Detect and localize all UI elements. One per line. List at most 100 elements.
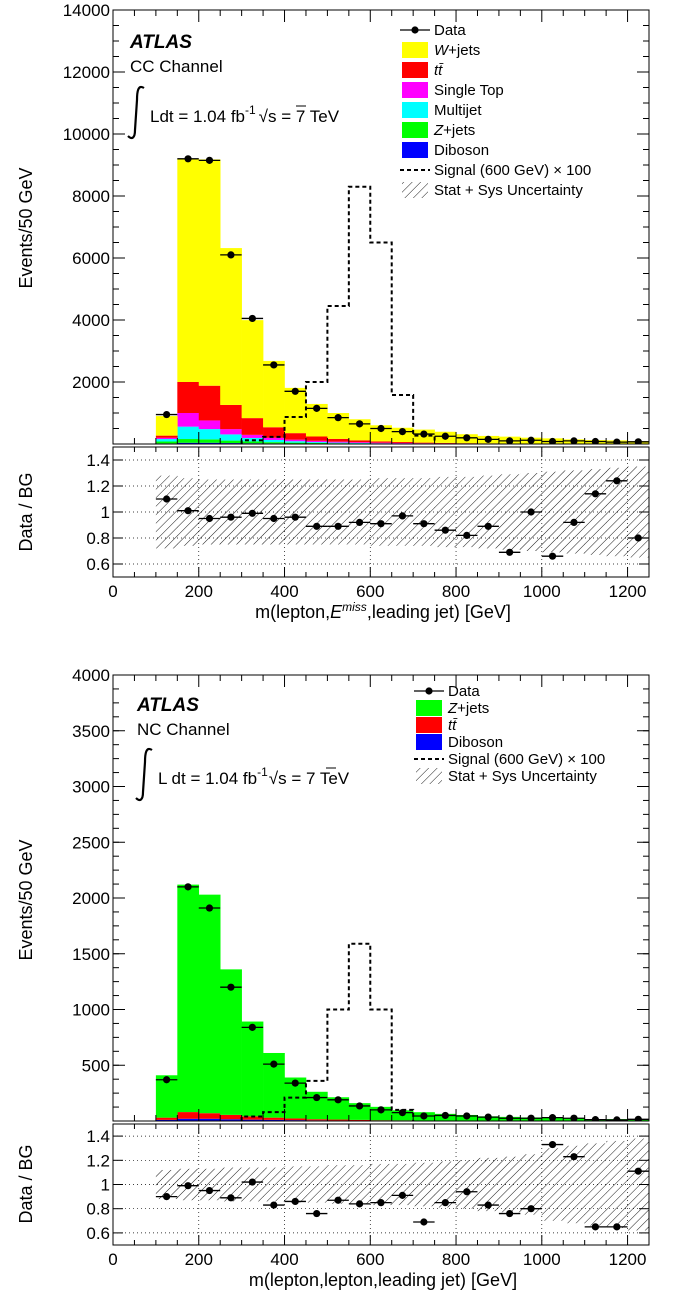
stack-bar bbox=[177, 426, 200, 440]
ratio-point bbox=[355, 518, 364, 527]
data-point bbox=[570, 437, 578, 444]
stack-bar bbox=[220, 404, 242, 430]
data-point bbox=[313, 404, 321, 412]
ratio-point bbox=[398, 512, 407, 520]
legend-label-italic: Z bbox=[447, 700, 458, 717]
data-point bbox=[291, 387, 299, 395]
stack-bar bbox=[198, 429, 221, 440]
stack-bar bbox=[155, 1075, 178, 1118]
ratio-y-tick-label: 0.8 bbox=[86, 529, 110, 548]
ratio-point bbox=[506, 1209, 514, 1218]
data-point bbox=[227, 251, 235, 259]
legend-signal-label: Signal (600 GeV) × 100 bbox=[448, 751, 605, 768]
stack-bar bbox=[305, 1091, 328, 1120]
y-axis-label-nc: Events/50 GeV bbox=[16, 839, 36, 960]
uncertainty-bin bbox=[305, 479, 328, 545]
stack-bar bbox=[305, 442, 328, 444]
stack-bar bbox=[284, 1118, 307, 1121]
uncertainty-bin bbox=[434, 476, 457, 548]
data-point bbox=[205, 156, 214, 164]
ratio-point bbox=[355, 1200, 364, 1208]
lumi-text-nc: L dt = 1.04 fb-1√s = 7 TeV bbox=[158, 765, 350, 788]
y-tick-label: 3000 bbox=[72, 778, 110, 797]
data-points-nc bbox=[155, 883, 649, 1121]
stack-bar bbox=[241, 1116, 264, 1120]
stack-bar bbox=[305, 1119, 328, 1121]
x-tick-label: 1000 bbox=[523, 582, 561, 601]
legend-label-rest: +jets bbox=[457, 700, 489, 717]
stack-bar bbox=[284, 439, 307, 442]
stack-bar bbox=[263, 439, 285, 443]
stack-bar bbox=[177, 1112, 200, 1119]
uncertainty-bin bbox=[220, 1167, 242, 1202]
data-point bbox=[484, 1113, 492, 1121]
sqrt-text-nc: s = 7 TeV bbox=[278, 769, 350, 788]
stack-bar bbox=[263, 1119, 285, 1121]
stack-bar bbox=[263, 437, 285, 440]
x-tick-label: 0 bbox=[108, 1250, 117, 1269]
legend-swatch bbox=[416, 700, 442, 716]
stack-bar bbox=[305, 436, 328, 441]
stack-bar bbox=[305, 403, 328, 437]
stack-nc-zjets bbox=[155, 884, 649, 1121]
ratio-point bbox=[227, 513, 235, 521]
x-tick-label: 1200 bbox=[609, 582, 647, 601]
main-plot-nc: 500 1000 1500 2000 2500 3000 3500 4000 bbox=[72, 666, 650, 1122]
stack-bar bbox=[263, 442, 285, 444]
data-point bbox=[205, 904, 214, 912]
data-point bbox=[227, 983, 235, 991]
stack-bar bbox=[177, 884, 200, 1113]
legend-label: tt̄ bbox=[434, 62, 444, 79]
ratio-point bbox=[613, 1223, 621, 1231]
stack-bar bbox=[263, 1052, 285, 1118]
stack-bar bbox=[177, 413, 200, 427]
y-tick-label: 14000 bbox=[63, 1, 110, 20]
x-tick-label: 1200 bbox=[609, 1250, 647, 1269]
legend-label-italic: tt̄ bbox=[448, 717, 458, 734]
ratio-y-tick-label: 1 bbox=[101, 1176, 110, 1195]
stack-bar bbox=[220, 434, 242, 441]
legend-data-marker bbox=[411, 26, 419, 34]
stack-bar bbox=[305, 443, 328, 444]
legend-label: Multijet bbox=[434, 102, 482, 119]
x-tick-label: 600 bbox=[356, 582, 384, 601]
ratio-point bbox=[291, 1197, 299, 1206]
ratio-y-tick-label: 1 bbox=[101, 503, 110, 522]
stack-bar bbox=[220, 969, 242, 1115]
stack-bar bbox=[155, 435, 178, 438]
ratio-point bbox=[248, 1178, 256, 1186]
ratio-point bbox=[463, 531, 471, 540]
main-plot-cc: 2000 4000 6000 8000 10000 12000 14000 bbox=[63, 1, 650, 445]
uncertainty-bin bbox=[348, 479, 371, 545]
plot-area-cc bbox=[155, 155, 649, 444]
x-tick-label: 400 bbox=[270, 1250, 298, 1269]
uncertainty-bin bbox=[263, 479, 285, 545]
atlas-label-cc: ATLAS bbox=[129, 32, 192, 53]
y-tick-label: 8000 bbox=[72, 187, 110, 206]
stack-bar bbox=[348, 1119, 371, 1121]
stack-bar bbox=[177, 382, 200, 413]
stack-bar bbox=[155, 1119, 178, 1121]
legend-label-rest: +jets bbox=[448, 42, 480, 59]
stack-cc-tt bbox=[155, 382, 649, 444]
stack-bar bbox=[155, 441, 178, 444]
uncertainty-bin bbox=[584, 469, 607, 555]
stack-bar bbox=[177, 1118, 200, 1121]
ratio-area-nc bbox=[113, 1124, 649, 1245]
channel-label-nc: NC Channel bbox=[137, 720, 230, 739]
stack-bar bbox=[155, 439, 178, 442]
uncertainty-bin bbox=[263, 1167, 285, 1202]
ratio-plot-cc: 0.6 0.8 1 1.2 1.4 0 200 400 600 800 1000 1200 bbox=[86, 446, 650, 601]
ratio-y-tick-label: 1.4 bbox=[86, 451, 110, 470]
legend-label: Diboson bbox=[448, 734, 503, 751]
data-point bbox=[398, 1109, 407, 1117]
sqrt-symbol-cc: √ bbox=[259, 107, 269, 126]
legend-label: Single Top bbox=[434, 82, 504, 99]
uncertainty-bin bbox=[220, 479, 242, 545]
ratio-point bbox=[248, 509, 256, 517]
channel-label-cc: CC Channel bbox=[130, 57, 223, 76]
y-tick-label: 2500 bbox=[72, 833, 110, 852]
data-point bbox=[291, 1079, 299, 1087]
